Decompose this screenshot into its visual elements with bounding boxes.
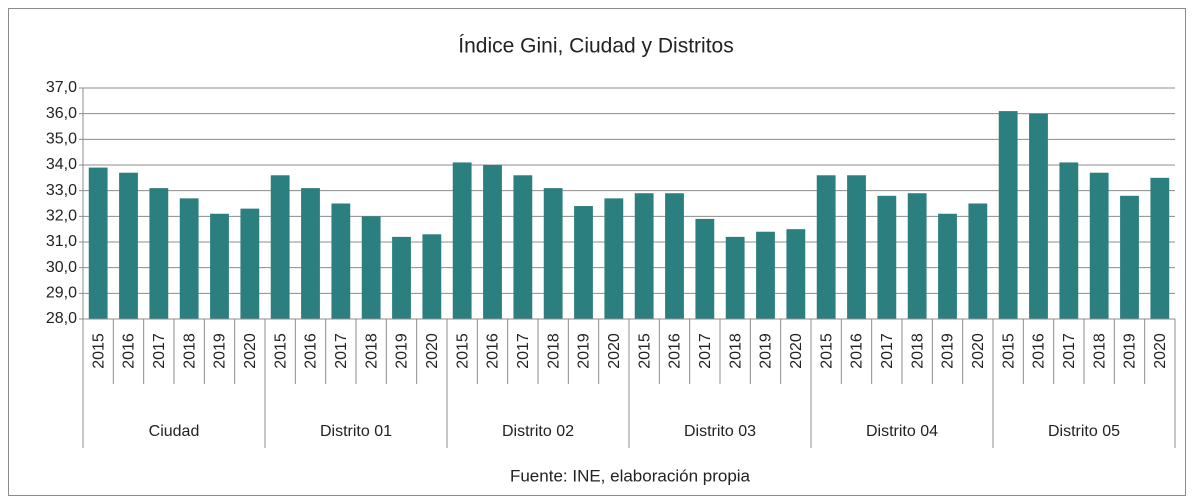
x-tick-label: 2015 (90, 333, 107, 369)
bar (361, 216, 381, 319)
bar (331, 203, 351, 319)
bar (240, 208, 260, 319)
source-note: Fuente: INE, elaboración propia (510, 466, 751, 485)
bar (483, 165, 502, 319)
bar (695, 218, 715, 319)
x-tick-label: 2020 (1152, 333, 1169, 369)
y-tick-label: 33,0 (46, 182, 77, 199)
bar (452, 162, 472, 319)
bar (574, 206, 593, 319)
group-label: Distrito 01 (320, 423, 392, 440)
bar (1029, 113, 1048, 320)
x-tick-label: 2019 (576, 333, 593, 369)
x-tick-label: 2020 (788, 333, 805, 369)
bar (968, 203, 988, 319)
x-tick-label: 2017 (879, 333, 896, 369)
x-tick-label: 2015 (1000, 333, 1017, 369)
bar (938, 213, 957, 319)
group-label: Distrito 04 (866, 423, 938, 440)
bar (179, 198, 199, 319)
x-tick-label: 2018 (545, 333, 562, 369)
bar (786, 229, 806, 319)
group-label: Distrito 03 (684, 423, 756, 440)
x-tick-label: 2020 (606, 333, 623, 369)
bar (422, 234, 442, 319)
x-tick-label: 2017 (151, 333, 168, 369)
group-label: Distrito 02 (502, 423, 574, 440)
bar (665, 193, 684, 319)
group-label: Ciudad (149, 423, 200, 440)
x-tick-label: 2018 (181, 333, 198, 369)
bar (88, 167, 108, 319)
x-tick-label: 2016 (121, 333, 138, 369)
y-tick-label: 36,0 (46, 105, 77, 122)
x-tick-label: 2016 (1031, 333, 1048, 369)
bar (604, 198, 624, 319)
x-tick-label: 2019 (758, 333, 775, 369)
y-tick-label: 34,0 (46, 156, 77, 173)
chart-frame (8, 8, 1186, 496)
x-tick-label: 2017 (1061, 333, 1078, 369)
y-tick-label: 32,0 (46, 208, 77, 225)
x-tick-label: 2019 (394, 333, 411, 369)
x-tick-label: 2019 (212, 333, 229, 369)
x-tick-label: 2017 (515, 333, 532, 369)
bar (1150, 177, 1170, 319)
bar (543, 188, 563, 319)
y-tick-label: 35,0 (46, 131, 77, 148)
group-label: Distrito 05 (1048, 423, 1120, 440)
bar (1059, 162, 1079, 319)
x-tick-label: 2016 (303, 333, 320, 369)
x-tick-label: 2018 (363, 333, 380, 369)
x-tick-label: 2017 (697, 333, 714, 369)
y-tick-label: 28,0 (46, 310, 77, 327)
y-tick-label: 37,0 (46, 79, 77, 96)
chart-title: Índice Gini, Ciudad y Distritos (458, 35, 733, 58)
x-tick-label: 2018 (727, 333, 744, 369)
y-tick-label: 31,0 (46, 233, 77, 250)
y-tick-label: 29,0 (46, 285, 77, 302)
x-tick-label: 2015 (272, 333, 289, 369)
x-tick-label: 2016 (849, 333, 866, 369)
x-tick-label: 2015 (454, 333, 471, 369)
bar (756, 231, 775, 319)
bar (119, 172, 138, 319)
y-tick-label: 30,0 (46, 259, 77, 276)
bar (210, 213, 229, 319)
bar (725, 236, 745, 319)
bar (1089, 172, 1109, 319)
x-tick-label: 2015 (818, 333, 835, 369)
bar (847, 175, 866, 319)
x-tick-label: 2019 (1122, 333, 1139, 369)
bar (149, 188, 169, 319)
bar (634, 193, 654, 319)
bar (513, 175, 533, 319)
bar (270, 175, 290, 319)
x-tick-label: 2015 (636, 333, 653, 369)
x-tick-label: 2020 (424, 333, 441, 369)
bar (877, 195, 897, 319)
bar (998, 111, 1018, 319)
bar (1120, 195, 1139, 319)
x-tick-label: 2016 (485, 333, 502, 369)
bar (301, 188, 320, 319)
x-tick-label: 2018 (909, 333, 926, 369)
x-tick-label: 2020 (242, 333, 259, 369)
bar (392, 236, 411, 319)
x-tick-label: 2016 (667, 333, 684, 369)
x-tick-label: 2018 (1091, 333, 1108, 369)
bar (816, 175, 836, 319)
x-tick-label: 2017 (333, 333, 350, 369)
x-tick-label: 2020 (970, 333, 987, 369)
x-tick-label: 2019 (940, 333, 957, 369)
bar (907, 193, 927, 319)
